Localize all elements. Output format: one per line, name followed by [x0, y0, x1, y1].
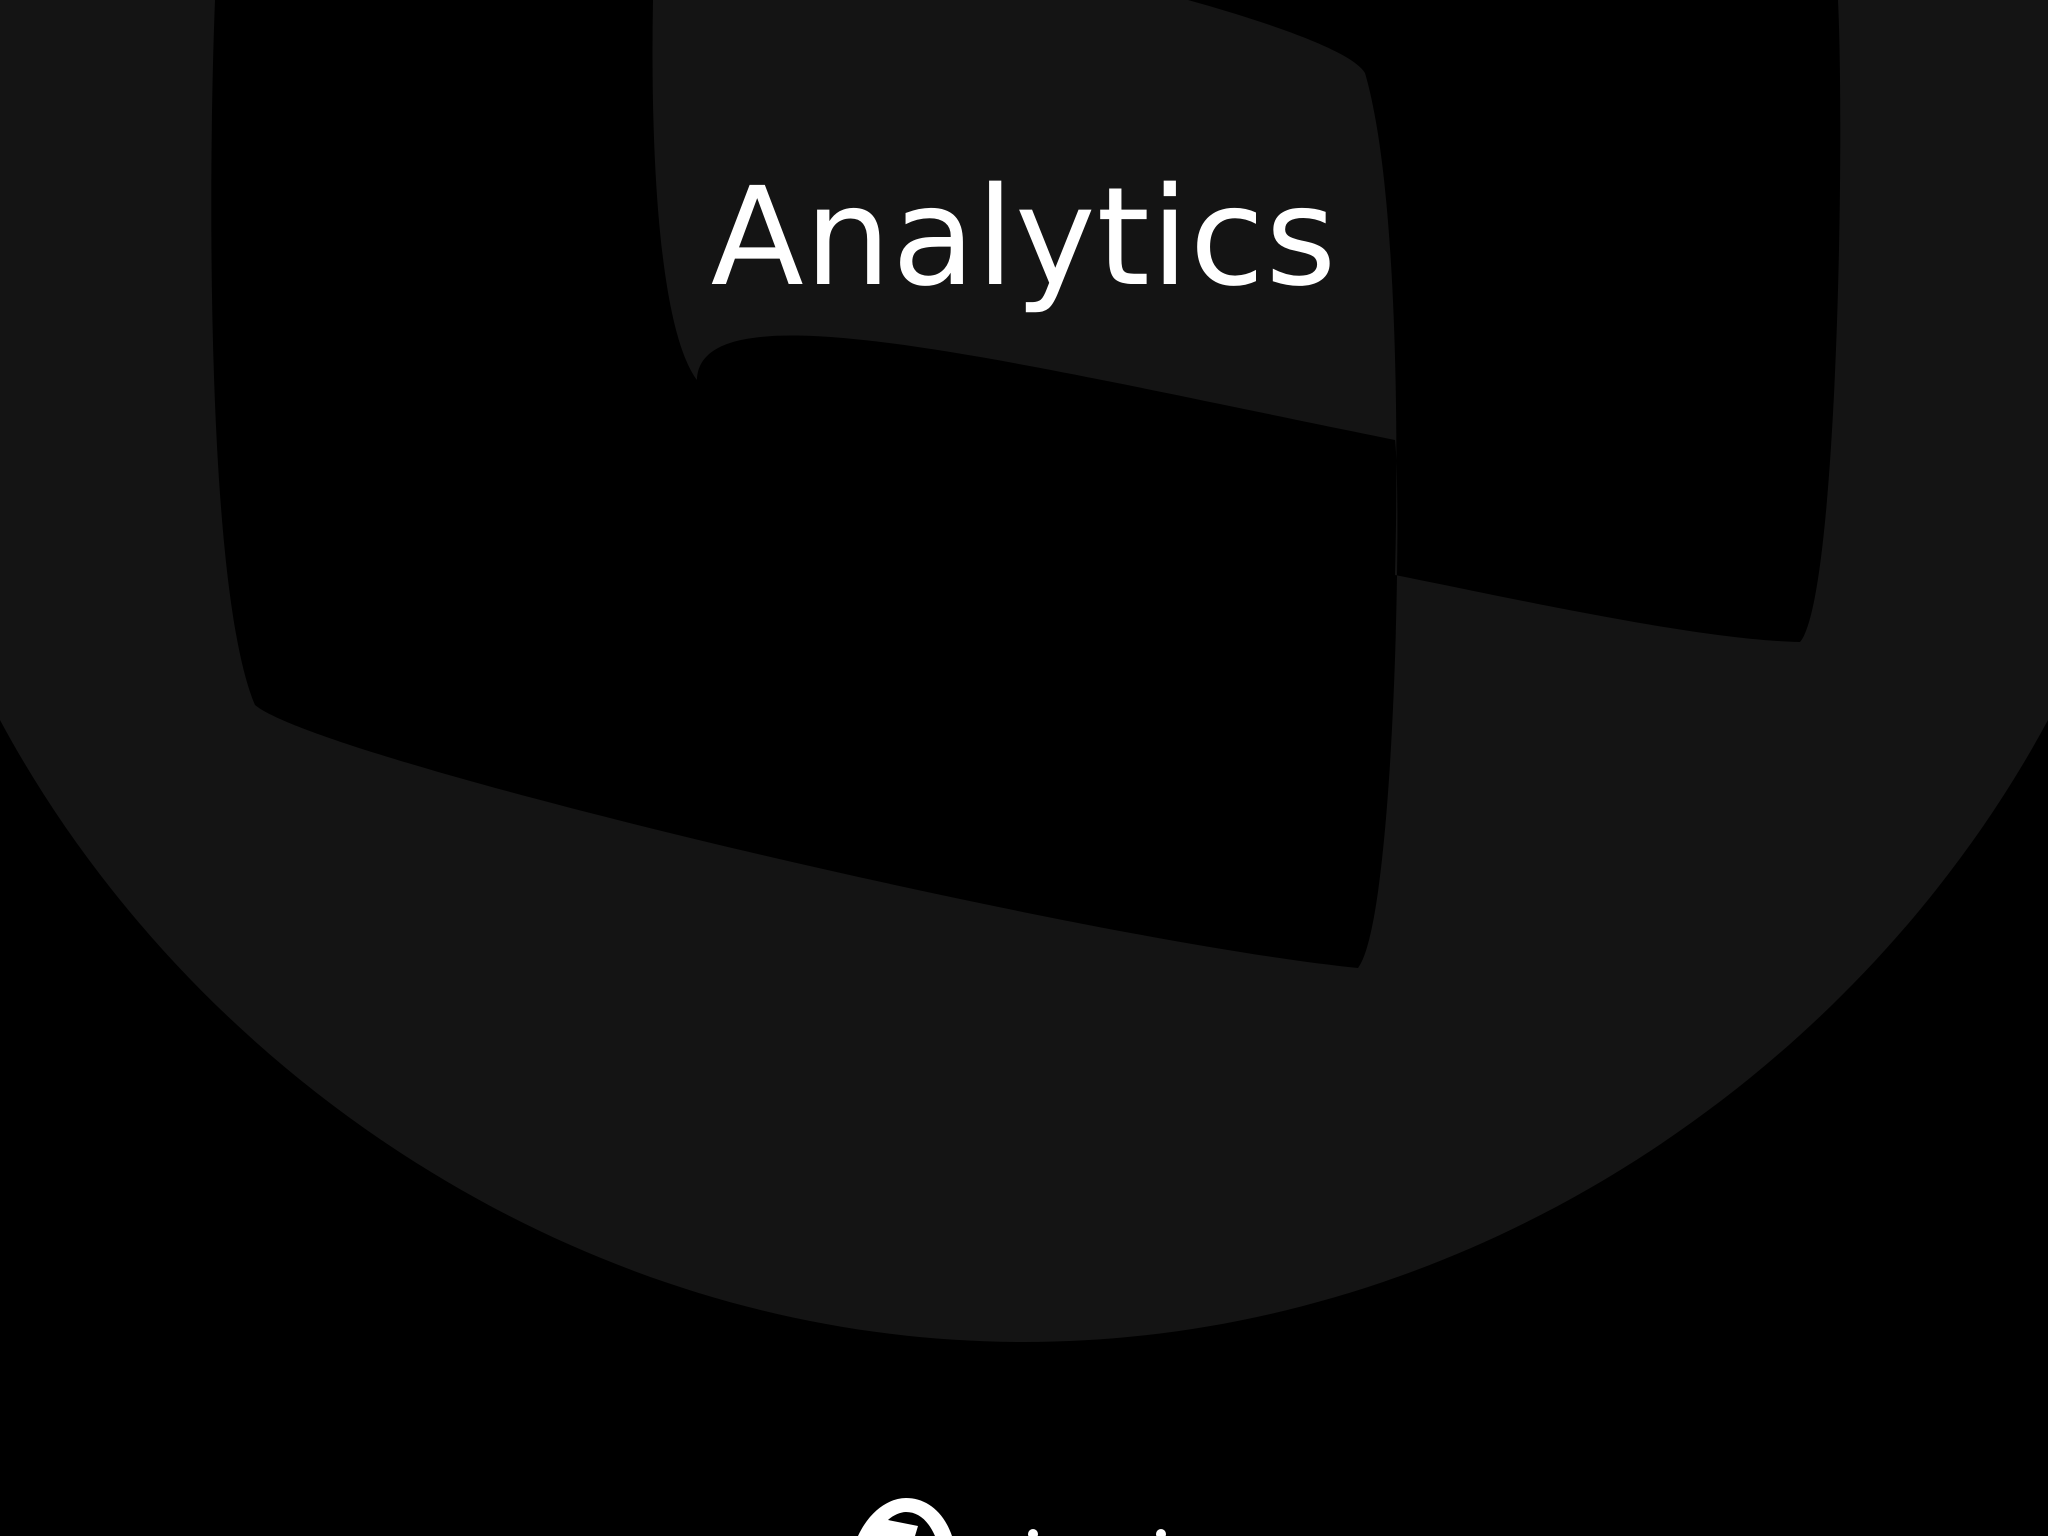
- app-logo-icon: [858, 1498, 1166, 1536]
- page-title: Analytics: [710, 159, 1338, 317]
